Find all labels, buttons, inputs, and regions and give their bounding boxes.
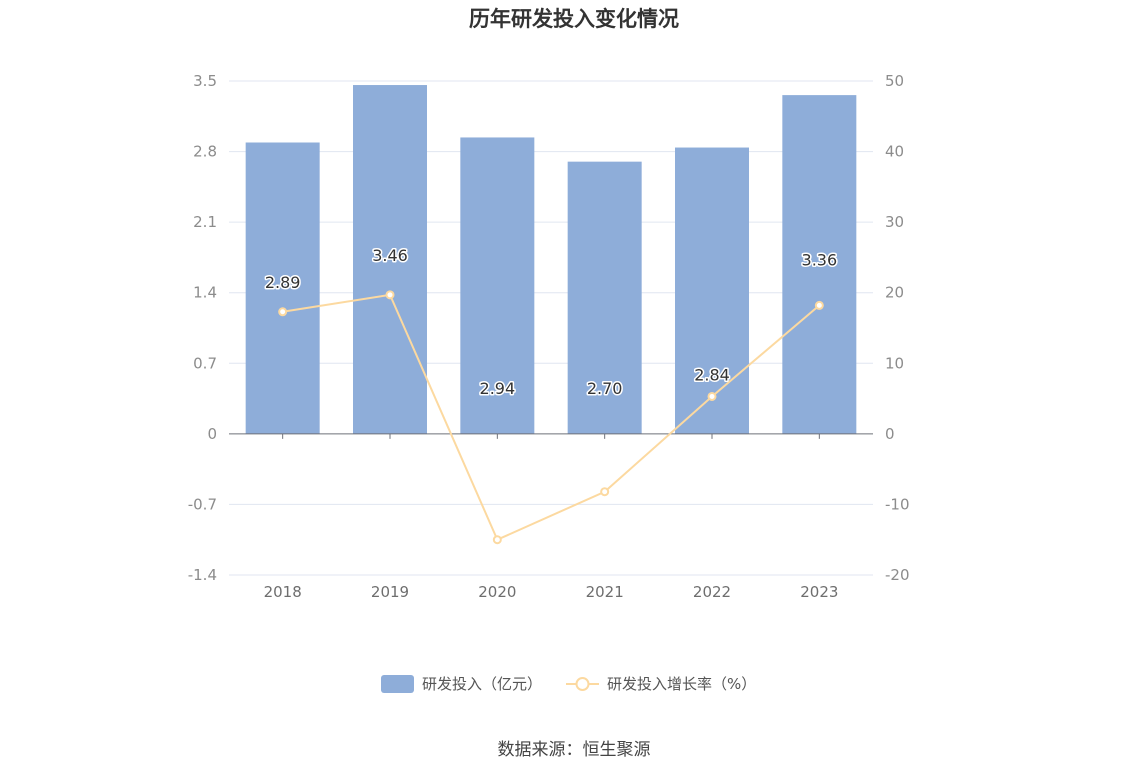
bar-value-label: 2.89 — [265, 273, 301, 292]
legend: 研发投入（亿元） 研发投入增长率（%） — [381, 675, 756, 693]
bar — [245, 142, 320, 434]
left-axis: 3.5 2.8 2.1 1.4 0.7 0 -0.7 -1.4 — [188, 72, 217, 584]
right-axis: 50 40 30 20 10 0 -10 -20 — [885, 72, 910, 584]
bar — [567, 161, 642, 434]
bar-value-label: 2.94 — [480, 379, 516, 398]
bar — [675, 147, 749, 434]
x-axis: 2018 2019 2020 2021 2022 2023 — [229, 433, 873, 601]
bar — [353, 85, 427, 434]
x-axis-tick-label: 2018 — [264, 583, 302, 601]
growth-rate-point — [600, 487, 610, 497]
bar-value-label: 2.84 — [694, 365, 730, 384]
line-series — [278, 290, 824, 545]
right-axis-tick-label: 20 — [885, 284, 904, 302]
legend-item-line[interactable]: 研发投入增长率（%） — [566, 675, 756, 693]
left-axis-tick-label: 2.1 — [193, 213, 217, 231]
legend-bar-swatch — [381, 675, 414, 693]
left-axis-tick-label: -1.4 — [188, 566, 217, 584]
growth-rate-point — [707, 391, 717, 401]
legend-bar-label: 研发投入（亿元） — [422, 675, 542, 693]
bar-value-labels: 2.89 3.46 2.94 2.70 2.84 3.36 — [263, 244, 838, 399]
left-axis-tick-label: 1.4 — [193, 284, 217, 302]
right-axis-tick-label: -20 — [885, 566, 910, 584]
x-axis-tick-label: 2022 — [693, 583, 731, 601]
bar-value-label: 2.70 — [587, 379, 623, 398]
bar — [460, 137, 535, 434]
left-axis-tick-label: 0.7 — [193, 354, 217, 372]
left-axis-tick-label: 0 — [207, 425, 217, 443]
left-axis-tick-label: -0.7 — [188, 495, 217, 513]
grid-lines — [229, 80, 873, 576]
legend-line-marker — [575, 677, 590, 691]
right-axis-tick-label: 40 — [885, 143, 904, 161]
legend-item-bar[interactable]: 研发投入（亿元） — [381, 675, 542, 693]
x-axis-tick-label: 2021 — [586, 583, 624, 601]
right-axis-tick-label: 10 — [885, 354, 904, 372]
chart-title: 历年研发投入变化情况 — [469, 7, 679, 31]
x-axis-tick-label: 2020 — [478, 583, 516, 601]
x-axis-tick-label: 2019 — [371, 583, 409, 601]
bar-value-label: 3.36 — [802, 250, 838, 269]
right-axis-tick-label: 0 — [885, 425, 895, 443]
legend-line-label: 研发投入增长率（%） — [607, 675, 756, 693]
x-axis-tick-label: 2023 — [800, 583, 838, 601]
growth-rate-point — [385, 290, 395, 300]
bar-series — [245, 85, 857, 434]
left-axis-tick-label: 3.5 — [193, 72, 217, 90]
growth-rate-line — [282, 293, 820, 542]
right-axis-tick-label: 50 — [885, 72, 904, 90]
right-axis-tick-label: 30 — [885, 213, 904, 231]
bar — [782, 95, 857, 434]
bar-value-label: 3.46 — [372, 246, 408, 265]
growth-rate-point — [492, 535, 502, 545]
left-axis-tick-label: 2.8 — [193, 143, 217, 161]
growth-rate-point — [278, 307, 288, 317]
growth-rate-point — [814, 300, 824, 310]
source-note: 数据来源：恒生聚源 — [498, 740, 651, 760]
right-axis-tick-label: -10 — [885, 495, 910, 513]
